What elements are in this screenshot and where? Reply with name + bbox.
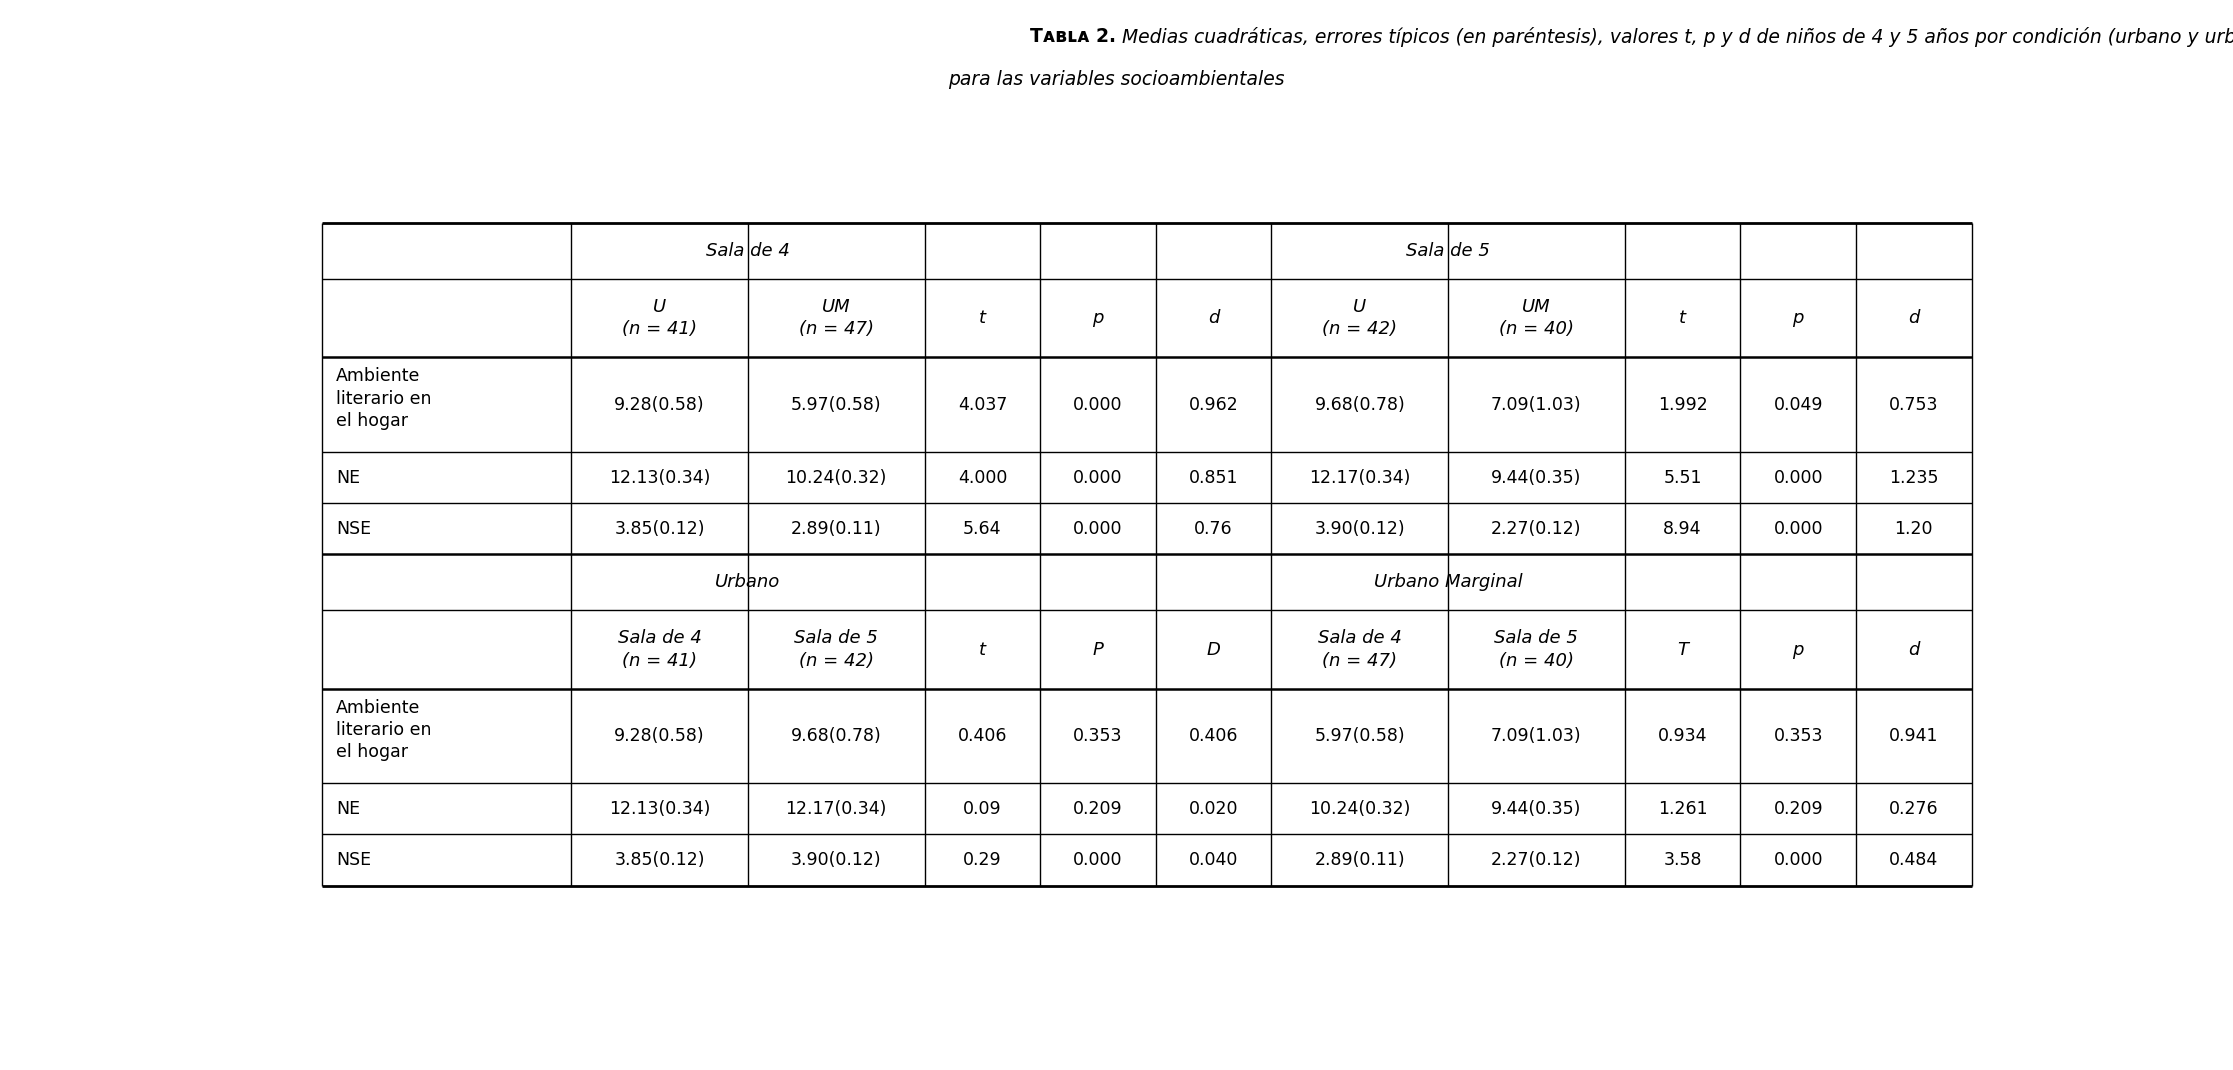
Text: Medias cuadráticas, errores típicos (en paréntesis), valores t, p y d de niños d: Medias cuadráticas, errores típicos (en …	[1116, 27, 2233, 47]
Text: 0.209: 0.209	[1074, 800, 1123, 817]
Text: 2.89(0.11): 2.89(0.11)	[1315, 851, 1405, 869]
Text: Sala de 4: Sala de 4	[706, 242, 790, 260]
Text: 9.68(0.78): 9.68(0.78)	[790, 727, 882, 745]
Text: p: p	[1793, 309, 1804, 327]
Text: 1.235: 1.235	[1889, 469, 1938, 487]
Text: p: p	[1092, 309, 1103, 327]
Text: 7.09(1.03): 7.09(1.03)	[1492, 396, 1581, 414]
Text: 9.44(0.35): 9.44(0.35)	[1492, 469, 1581, 487]
Text: d: d	[1909, 641, 1920, 658]
Text: 0.000: 0.000	[1074, 851, 1123, 869]
Text: Sala de 4
(n = 41): Sala de 4 (n = 41)	[619, 629, 701, 670]
Text: 0.353: 0.353	[1074, 727, 1123, 745]
Text: 2.27(0.12): 2.27(0.12)	[1492, 851, 1581, 869]
Text: 0.941: 0.941	[1889, 727, 1938, 745]
Text: 0.851: 0.851	[1188, 469, 1239, 487]
Text: Urbano: Urbano	[715, 574, 782, 592]
Text: Ambiente
literario en
el hogar: Ambiente literario en el hogar	[337, 367, 431, 430]
Text: 4.000: 4.000	[958, 469, 1007, 487]
Text: 8.94: 8.94	[1664, 520, 1702, 538]
Text: 3.90(0.12): 3.90(0.12)	[1315, 520, 1405, 538]
Text: NE: NE	[337, 469, 360, 487]
Text: d: d	[1909, 309, 1920, 327]
Text: 0.406: 0.406	[958, 727, 1007, 745]
Text: P: P	[1092, 641, 1103, 658]
Text: 0.000: 0.000	[1773, 469, 1822, 487]
Text: 0.09: 0.09	[962, 800, 1003, 817]
Text: 1.20: 1.20	[1894, 520, 1934, 538]
Text: 0.962: 0.962	[1188, 396, 1239, 414]
Text: 10.24(0.32): 10.24(0.32)	[786, 469, 887, 487]
Text: 1.992: 1.992	[1657, 396, 1708, 414]
Text: 9.44(0.35): 9.44(0.35)	[1492, 800, 1581, 817]
Text: 12.13(0.34): 12.13(0.34)	[610, 469, 710, 487]
Text: D: D	[1206, 641, 1221, 658]
Text: Sala de 5
(n = 40): Sala de 5 (n = 40)	[1494, 629, 1579, 670]
Text: 0.049: 0.049	[1773, 396, 1822, 414]
Text: Sala de 4
(n = 47): Sala de 4 (n = 47)	[1317, 629, 1402, 670]
Text: NSE: NSE	[337, 520, 371, 538]
Text: Sala de 5
(n = 42): Sala de 5 (n = 42)	[795, 629, 878, 670]
Text: 12.17(0.34): 12.17(0.34)	[786, 800, 887, 817]
Text: 12.17(0.34): 12.17(0.34)	[1309, 469, 1411, 487]
Text: 12.13(0.34): 12.13(0.34)	[610, 800, 710, 817]
Text: 10.24(0.32): 10.24(0.32)	[1309, 800, 1411, 817]
Text: p: p	[1793, 641, 1804, 658]
Text: 0.000: 0.000	[1773, 851, 1822, 869]
Text: 0.29: 0.29	[962, 851, 1003, 869]
Text: U
(n = 42): U (n = 42)	[1322, 299, 1398, 338]
Text: t: t	[978, 641, 987, 658]
Text: 0.000: 0.000	[1074, 469, 1123, 487]
Text: 0.934: 0.934	[1657, 727, 1708, 745]
Text: 0.000: 0.000	[1074, 520, 1123, 538]
Text: Ambiente
literario en
el hogar: Ambiente literario en el hogar	[337, 699, 431, 761]
Text: para las variables socioambientales: para las variables socioambientales	[949, 70, 1284, 89]
Text: 0.76: 0.76	[1195, 520, 1233, 538]
Text: 3.85(0.12): 3.85(0.12)	[614, 851, 706, 869]
Text: 5.97(0.58): 5.97(0.58)	[1315, 727, 1405, 745]
Text: Sala de 5: Sala de 5	[1407, 242, 1489, 260]
Text: 0.209: 0.209	[1773, 800, 1822, 817]
Text: Tᴀʙʟᴀ 2.: Tᴀʙʟᴀ 2.	[1029, 27, 1116, 46]
Text: 0.484: 0.484	[1889, 851, 1938, 869]
Text: 0.406: 0.406	[1188, 727, 1239, 745]
Text: 0.276: 0.276	[1889, 800, 1938, 817]
Text: 3.58: 3.58	[1664, 851, 1702, 869]
Text: 2.27(0.12): 2.27(0.12)	[1492, 520, 1581, 538]
Text: UM
(n = 47): UM (n = 47)	[799, 299, 873, 338]
Text: 5.51: 5.51	[1664, 469, 1702, 487]
Text: 1.261: 1.261	[1657, 800, 1708, 817]
Text: 5.97(0.58): 5.97(0.58)	[790, 396, 882, 414]
Text: 2.89(0.11): 2.89(0.11)	[790, 520, 882, 538]
Text: 0.753: 0.753	[1889, 396, 1938, 414]
Text: NE: NE	[337, 800, 360, 817]
Text: U
(n = 41): U (n = 41)	[623, 299, 697, 338]
Text: UM
(n = 40): UM (n = 40)	[1498, 299, 1574, 338]
Text: NSE: NSE	[337, 851, 371, 869]
Text: 5.64: 5.64	[962, 520, 1003, 538]
Text: d: d	[1208, 309, 1219, 327]
Text: T: T	[1677, 641, 1688, 658]
Text: 0.020: 0.020	[1188, 800, 1239, 817]
Text: Urbano Marginal: Urbano Marginal	[1373, 574, 1523, 592]
Text: 3.85(0.12): 3.85(0.12)	[614, 520, 706, 538]
Text: t: t	[1679, 309, 1686, 327]
Text: 9.68(0.78): 9.68(0.78)	[1315, 396, 1405, 414]
Text: 9.28(0.58): 9.28(0.58)	[614, 396, 706, 414]
Text: 3.90(0.12): 3.90(0.12)	[790, 851, 882, 869]
Text: 7.09(1.03): 7.09(1.03)	[1492, 727, 1581, 745]
Text: t: t	[978, 309, 987, 327]
Text: 0.040: 0.040	[1188, 851, 1239, 869]
Text: 9.28(0.58): 9.28(0.58)	[614, 727, 706, 745]
Text: 0.353: 0.353	[1773, 727, 1822, 745]
Text: 0.000: 0.000	[1074, 396, 1123, 414]
Text: 0.000: 0.000	[1773, 520, 1822, 538]
Text: 4.037: 4.037	[958, 396, 1007, 414]
